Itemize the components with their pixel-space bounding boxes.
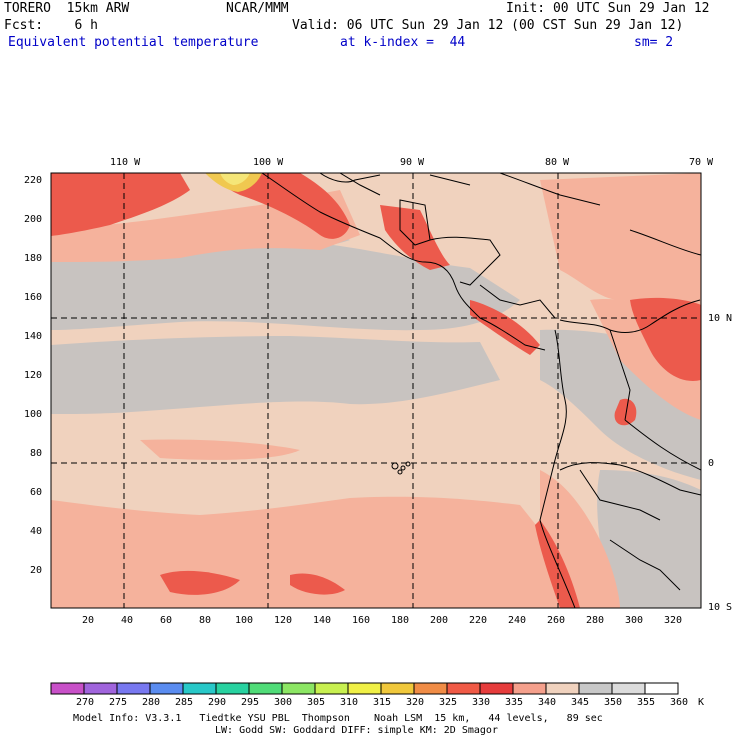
colorbar-swatch	[611, 682, 646, 695]
left-axis-label: 40	[30, 526, 43, 537]
colorbar-label: 340	[538, 697, 557, 708]
colorbar-swatch	[50, 682, 85, 695]
colorbar-swatch	[446, 682, 481, 695]
left-axis-label: 80	[30, 448, 43, 459]
physics-info: LW: Godd SW: Goddard DIFF: simple KM: 2D…	[215, 725, 498, 736]
colorbar-label: 320	[406, 697, 425, 708]
galapagos-islands	[391, 461, 411, 475]
left-axis-label: 200	[24, 214, 43, 225]
left-axis-label: 20	[30, 565, 43, 576]
colorbar-swatch	[215, 682, 250, 695]
colorbar-swatch	[83, 682, 118, 695]
colorbar-swatch	[281, 682, 316, 695]
init-time: Init: 00 UTC Sun 29 Jan 12	[506, 1, 710, 16]
colorbar-label: 290	[208, 697, 227, 708]
level-info: at k-index = 44	[340, 35, 466, 50]
bottom-axis-label: 180	[391, 615, 410, 626]
left-axis-label: 160	[24, 292, 43, 303]
model-name: TORERO 15km ARW	[4, 1, 130, 16]
temperature-field	[51, 173, 701, 608]
colorbar-swatch	[413, 682, 448, 695]
colorbar-swatch	[182, 682, 217, 695]
right-axis-label: 10 S	[708, 602, 733, 613]
colorbar-label: 345	[571, 697, 590, 708]
top-axis-label: 100 W	[253, 157, 284, 168]
colorbar-swatch	[314, 682, 349, 695]
top-axis-label: 90 W	[400, 157, 425, 168]
colorbar-swatch	[644, 682, 679, 695]
left-axis-label: 100	[24, 409, 43, 420]
colorbar-swatch	[479, 682, 514, 695]
colorbar-unit: K	[698, 697, 705, 708]
colorbar	[50, 682, 679, 695]
colorbar-label: 335	[505, 697, 524, 708]
colorbar-label: 360	[670, 697, 689, 708]
bottom-axis-label: 100	[235, 615, 254, 626]
colorbar-label: 330	[472, 697, 491, 708]
bottom-axis-label: 40	[121, 615, 134, 626]
colorbar-label: 350	[604, 697, 623, 708]
colorbar-swatch	[347, 682, 382, 695]
colorbar-swatch	[116, 682, 151, 695]
bottom-axis-label: 160	[352, 615, 371, 626]
colorbar-label: 300	[274, 697, 293, 708]
left-axis-label: 220	[24, 175, 43, 186]
colorbar-label: 275	[109, 697, 128, 708]
bottom-axis-label: 320	[664, 615, 683, 626]
forecast-hour: Fcst: 6 h	[4, 18, 98, 33]
bottom-axis-label: 260	[547, 615, 566, 626]
center-name: NCAR/MMM	[226, 1, 289, 16]
colorbar-label: 270	[76, 697, 95, 708]
colorbar-swatch	[380, 682, 415, 695]
graticule	[51, 173, 701, 608]
colorbar-swatch	[248, 682, 283, 695]
bottom-axis-label: 280	[586, 615, 605, 626]
colorbar-label: 295	[241, 697, 260, 708]
bottom-axis-label: 60	[160, 615, 173, 626]
smoothing-info: sm= 2	[634, 35, 674, 50]
top-axis-label: 70 W	[689, 157, 714, 168]
colorbar-label: 315	[373, 697, 392, 708]
bottom-axis-label: 120	[274, 615, 293, 626]
bottom-axis-label: 240	[508, 615, 527, 626]
field-name: Equivalent potential temperature	[8, 35, 259, 50]
bottom-axis-label: 140	[313, 615, 332, 626]
left-axis-label: 120	[24, 370, 43, 381]
left-axis-label: 180	[24, 253, 43, 264]
colorbar-label: 310	[340, 697, 359, 708]
colorbar-label: 280	[142, 697, 161, 708]
top-axis-label: 80 W	[545, 157, 570, 168]
bottom-axis-label: 200	[430, 615, 449, 626]
bottom-axis-label: 300	[625, 615, 644, 626]
colorbar-label: 285	[175, 697, 194, 708]
bottom-axis-label: 20	[82, 615, 95, 626]
colorbar-swatch	[512, 682, 547, 695]
colorbar-swatch	[545, 682, 580, 695]
model-info: Model Info: V3.3.1 Tiedtke YSU PBL Thomp…	[73, 713, 603, 724]
right-axis-label: 10 N	[708, 313, 733, 324]
left-axis-label: 60	[30, 487, 43, 498]
top-axis-label: 110 W	[110, 157, 141, 168]
colorbar-label: 355	[637, 697, 656, 708]
left-axis-label: 140	[24, 331, 43, 342]
colorbar-swatch	[149, 682, 184, 695]
colorbar-label: 305	[307, 697, 326, 708]
coastlines	[261, 173, 701, 608]
bottom-axis-label: 220	[469, 615, 488, 626]
bottom-axis-label: 80	[199, 615, 212, 626]
valid-time: Valid: 06 UTC Sun 29 Jan 12 (00 CST Sun …	[292, 18, 684, 33]
map-frame	[50, 172, 702, 609]
colorbar-swatch	[578, 682, 613, 695]
colorbar-label: 325	[439, 697, 458, 708]
right-axis-label: 0	[708, 458, 715, 469]
